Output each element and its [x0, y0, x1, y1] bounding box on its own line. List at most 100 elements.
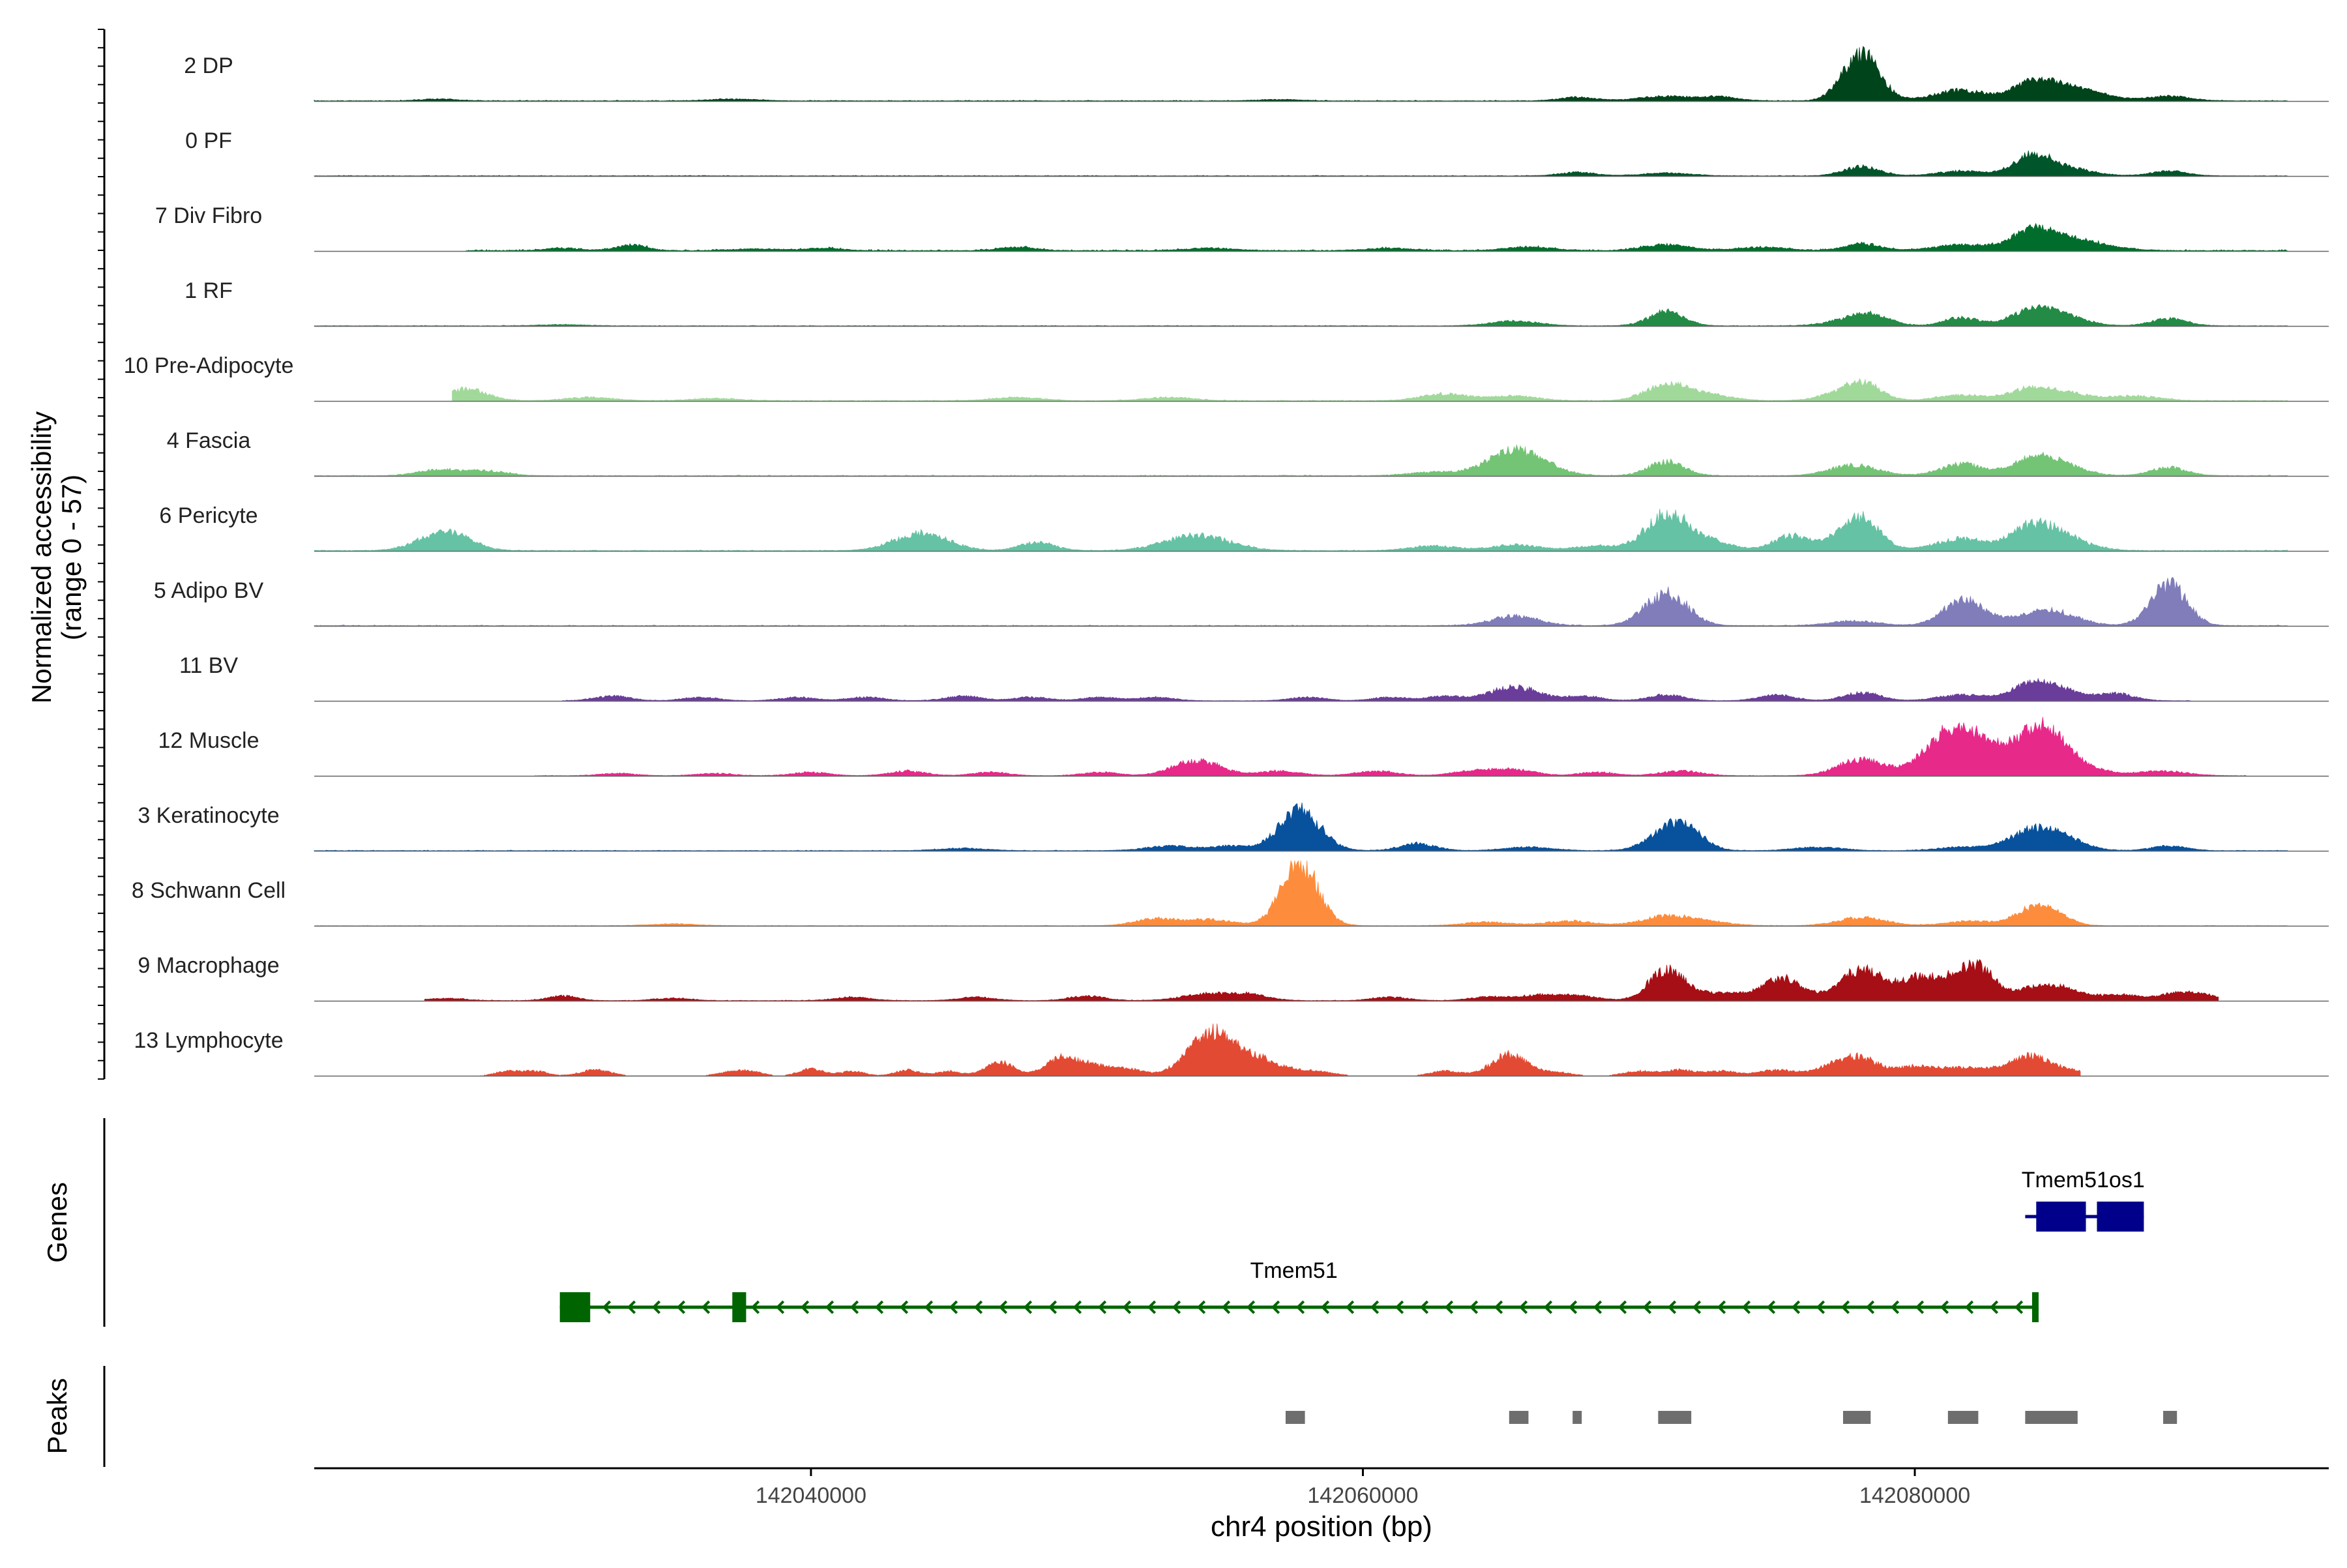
peak-5 [1947, 1411, 1979, 1424]
strand-arrow [1617, 1300, 1627, 1314]
strand-arrow [874, 1300, 884, 1314]
track-label: 0 PF [185, 128, 232, 153]
track-9: 12 Muscle [158, 717, 2329, 777]
peak-1 [1509, 1411, 1529, 1424]
exon [2036, 1202, 2086, 1232]
track-label: 9 Macrophage [138, 953, 279, 978]
strand-arrow [1395, 1300, 1404, 1314]
coverage-area [314, 304, 2288, 327]
exon [732, 1292, 746, 1322]
strand-arrow [602, 1300, 612, 1314]
strand-arrow [1370, 1300, 1380, 1314]
track-label: 4 Fascia [167, 428, 251, 453]
peaks-panel [1285, 1411, 2177, 1424]
strand-arrow [1741, 1300, 1751, 1314]
strand-arrow [1568, 1300, 1578, 1314]
coverage-area [314, 150, 2288, 177]
exon [2097, 1202, 2144, 1232]
strand-arrow [750, 1300, 760, 1314]
coverage-tracks: 2 DP 0 PF 7 Div Fibro 1 RF 10 Pre-Adipocyte 4… [124, 46, 2329, 1077]
strand-arrow [701, 1300, 711, 1314]
strand-arrow [1048, 1300, 1057, 1314]
track-5: 4 Fascia [167, 428, 2329, 477]
strand-arrow [1172, 1300, 1181, 1314]
strand-arrow [1593, 1300, 1602, 1314]
strand-arrow [1147, 1300, 1157, 1314]
gene-0: Tmem51 [559, 1258, 2039, 1322]
y-axis-label-line1: Normalized accessibility [26, 411, 57, 703]
strand-arrow [1766, 1300, 1776, 1314]
strand-arrow [1989, 1300, 1999, 1314]
track-label: 11 BV [179, 653, 238, 678]
strand-arrow [1692, 1300, 1702, 1314]
coverage-area [535, 717, 2247, 777]
peak-0 [1285, 1411, 1305, 1424]
track-12: 9 Macrophage [138, 953, 2329, 1002]
strand-arrow [2014, 1300, 2024, 1314]
strand-arrow [949, 1300, 958, 1314]
track-13: 13 Lymphocyte [134, 1023, 2329, 1077]
track-label: 10 Pre-Adipocyte [124, 353, 294, 378]
peaks-label: Peaks [42, 1378, 72, 1455]
peak-4 [1843, 1411, 1871, 1424]
strand-arrow [1072, 1300, 1082, 1314]
coverage-area [314, 509, 2288, 552]
y-axis-label: Normalized accessibility(range 0 - 57) [26, 411, 87, 703]
track-label: 6 Pericyte [159, 503, 258, 528]
x-tick-label: 142040000 [756, 1483, 866, 1508]
coverage-area [480, 1023, 2081, 1076]
track-label: 8 Schwann Cell [132, 878, 286, 903]
strand-arrow [676, 1300, 686, 1314]
coverage-area [562, 677, 2191, 702]
strand-arrow [1667, 1300, 1677, 1314]
strand-arrow [800, 1300, 810, 1314]
track-0: 2 DP [184, 46, 2329, 102]
strand-arrow [1915, 1300, 1925, 1314]
strand-arrow [1518, 1300, 1528, 1314]
peak-6 [2025, 1411, 2078, 1424]
strand-arrow [1097, 1300, 1107, 1314]
track-7: 5 Adipo BV [154, 576, 2329, 627]
coverage-area [465, 222, 2288, 252]
axes: Normalized accessibility(range 0 - 57) Ge… [26, 29, 2329, 1543]
strand-arrow [1271, 1300, 1280, 1314]
track-11: 8 Schwann Cell [132, 860, 2329, 927]
strand-arrow [1791, 1300, 1801, 1314]
strand-arrow [1865, 1300, 1875, 1314]
track-label: 13 Lymphocyte [134, 1028, 283, 1053]
strand-arrow [1320, 1300, 1330, 1314]
track-4: 10 Pre-Adipocyte [124, 353, 2329, 402]
strand-arrow [1444, 1300, 1454, 1314]
track-2: 7 Div Fibro [155, 203, 2329, 252]
gene-name: Tmem51os1 [2022, 1168, 2145, 1192]
strand-arrow [998, 1300, 1008, 1314]
strand-arrow [1221, 1300, 1231, 1314]
track-6: 6 Pericyte [159, 503, 2329, 552]
strand-arrow [1196, 1300, 1206, 1314]
y-axis-label-line2: (range 0 - 57) [56, 475, 87, 640]
track-1: 0 PF [185, 128, 2329, 177]
coverage-area [314, 803, 2288, 851]
peak-2 [1572, 1411, 1582, 1424]
strand-arrow [1345, 1300, 1355, 1314]
strand-arrow [1840, 1300, 1850, 1314]
x-tick-label: 142060000 [1307, 1483, 1418, 1508]
strand-arrow [1890, 1300, 1900, 1314]
strand-arrow [1494, 1300, 1503, 1314]
strand-arrow [1964, 1300, 1974, 1314]
gene-1: Tmem51os1 [2022, 1168, 2145, 1232]
strand-arrow [1940, 1300, 1949, 1314]
track-label: 5 Adipo BV [154, 578, 264, 603]
track-label: 3 Keratinocyte [138, 803, 279, 828]
exon [559, 1292, 591, 1322]
strand-arrow [1642, 1300, 1652, 1314]
strand-arrow [899, 1300, 909, 1314]
coverage-area [424, 958, 2219, 1001]
peak-3 [1658, 1411, 1692, 1424]
track-3: 1 RF [185, 278, 2329, 327]
strand-arrow [825, 1300, 834, 1314]
x-axis-label: chr4 position (bp) [1211, 1511, 1432, 1543]
strand-arrow [1246, 1300, 1256, 1314]
